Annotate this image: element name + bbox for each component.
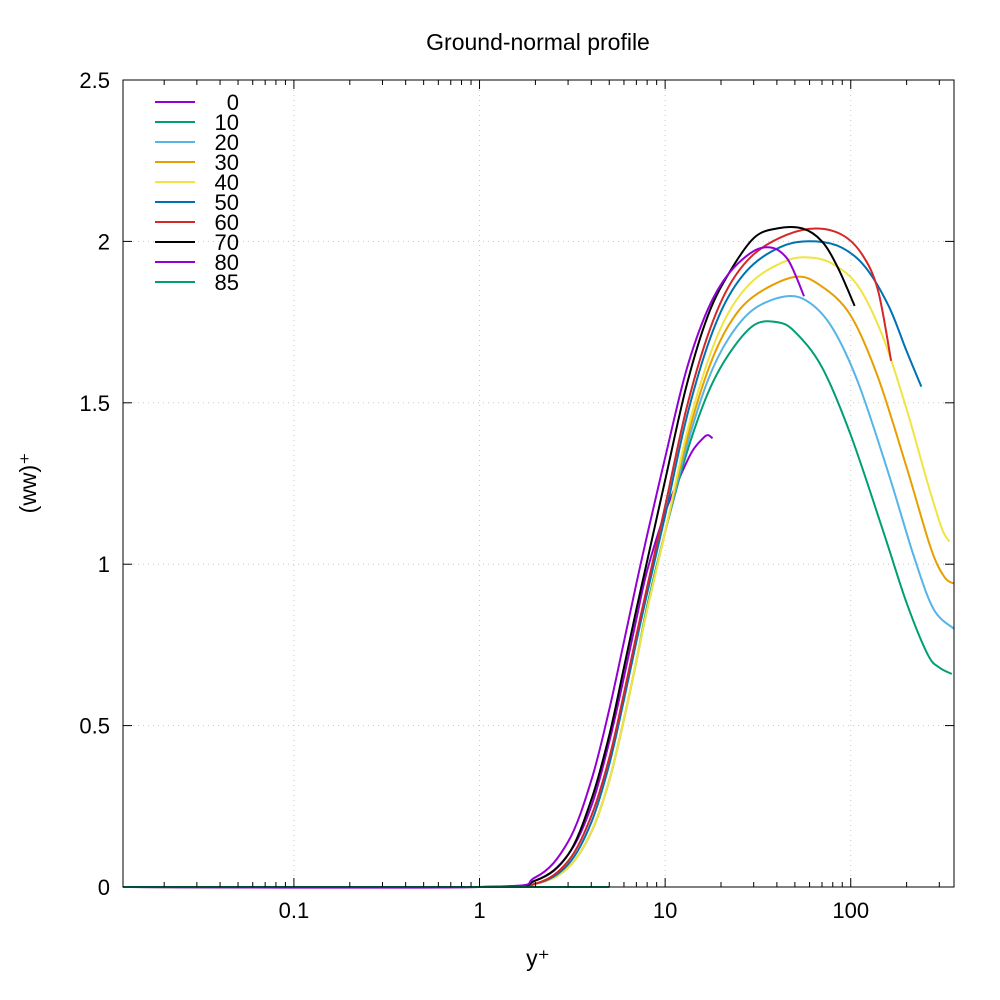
legend-label-20: 20 xyxy=(215,130,239,155)
y-tick-label: 2 xyxy=(98,229,110,254)
x-tick-label: 100 xyxy=(832,898,869,923)
chart-title: Ground-normal profile xyxy=(426,29,650,55)
series-line-10 xyxy=(122,320,953,889)
y-tick-label: 1 xyxy=(98,552,110,577)
series-line-0 xyxy=(122,434,714,889)
series-line-70 xyxy=(122,226,856,889)
legend-label-10: 10 xyxy=(215,110,239,135)
legend-label-0: 0 xyxy=(227,90,239,115)
plot-frame xyxy=(122,79,955,888)
series-layer xyxy=(122,226,955,889)
y-tick-label: 2.5 xyxy=(79,68,110,93)
legend-label-50: 50 xyxy=(215,190,239,215)
legend-label-80: 80 xyxy=(215,250,239,275)
y-tick-labels: 0 0.5 1 1.5 2 2.5 xyxy=(79,68,110,900)
series-line-60 xyxy=(122,227,893,889)
grid xyxy=(123,80,954,887)
x-tick-labels: 0.1 1 10 100 xyxy=(279,898,869,923)
y-tick-label: 1.5 xyxy=(79,391,110,416)
x-tick-label: 0.1 xyxy=(279,898,310,923)
y-axis-title: (ww)⁺ xyxy=(15,453,41,514)
legend-label-70: 70 xyxy=(215,230,239,255)
y-tick-label: 0.5 xyxy=(79,714,110,739)
legend-label-60: 60 xyxy=(215,210,239,235)
legend-label-40: 40 xyxy=(215,170,239,195)
series-line-40 xyxy=(122,256,951,889)
x-tick-label: 1 xyxy=(473,898,485,923)
x-tick-label: 10 xyxy=(653,898,677,923)
series-line-20 xyxy=(122,295,955,889)
legend-label-30: 30 xyxy=(215,150,239,175)
series-line-30 xyxy=(122,275,955,889)
y-tick-label: 0 xyxy=(98,875,110,900)
x-axis-title: y⁺ xyxy=(526,945,550,971)
axis-ticks xyxy=(123,79,954,888)
legend-label-85: 85 xyxy=(215,270,239,295)
series-line-80 xyxy=(122,246,805,889)
